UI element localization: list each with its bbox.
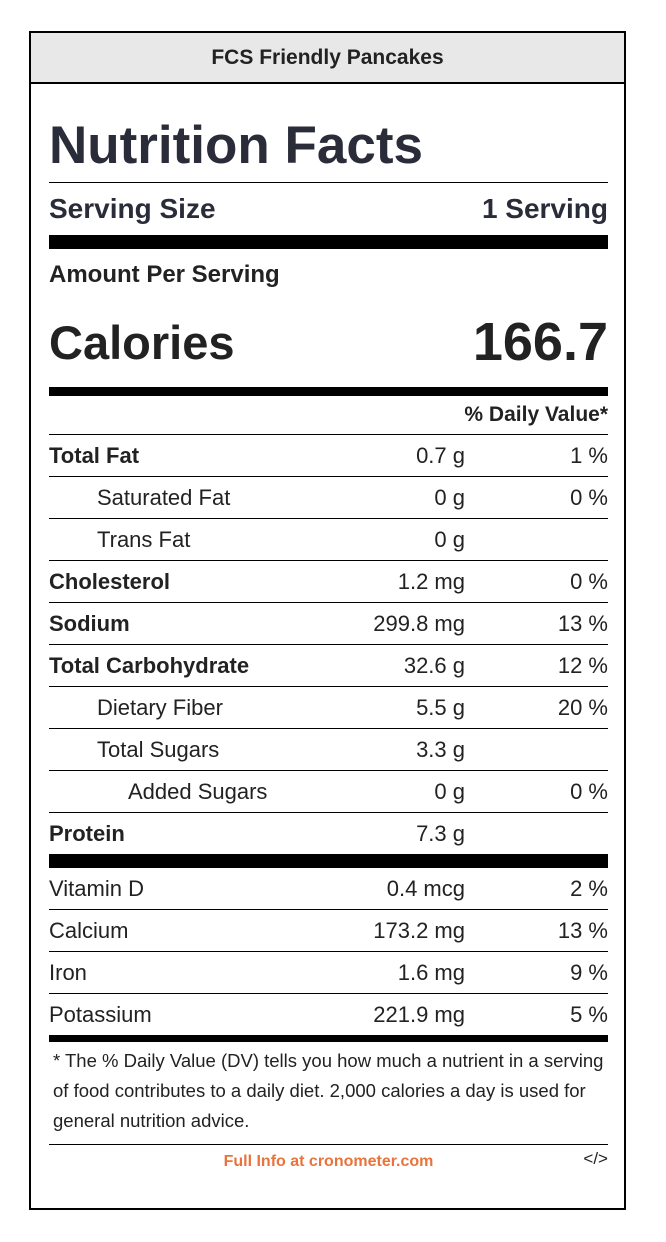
nutrient-amount: 1.2 mg [397, 568, 465, 594]
nutrition-label: FCS Friendly Pancakes Nutrition Facts Se… [29, 31, 626, 1210]
nutrient-amount: 3.3 g [416, 736, 465, 762]
nutrient-row-protein: Protein 7.3 g [49, 812, 608, 854]
nutrient-amount: 5.5 g [416, 694, 465, 720]
nutrient-amount: 1.6 mg [397, 959, 465, 985]
calories-value: 166.7 [472, 312, 608, 372]
nutrient-amount: 221.9 mg [373, 1001, 465, 1027]
nutrient-name: Total Carbohydrate [49, 652, 250, 678]
amount-per-serving: Amount Per Serving [49, 261, 280, 288]
nutrient-amount: 0 g [434, 526, 465, 552]
vitamin-row-calcium: Calcium 173.2 mg 13 % [49, 909, 608, 951]
thick-divider [49, 1035, 608, 1042]
nutrient-daily-value: 5 % [570, 1001, 608, 1027]
daily-value-header: % Daily Value* [464, 403, 608, 426]
nutrient-daily-value: 1 % [570, 442, 608, 468]
nutrient-name: Sodium [49, 610, 130, 636]
nutrient-row-total-fat: Total Fat 0.7 g 1 % [49, 434, 608, 476]
nutrient-row-cholesterol: Cholesterol 1.2 mg 0 % [49, 560, 608, 602]
nutrient-daily-value: 13 % [557, 610, 608, 636]
nutrient-name: Dietary Fiber [97, 694, 223, 720]
nutrient-name: Total Fat [49, 442, 140, 468]
nutrient-amount: 0 g [434, 778, 465, 804]
vitamin-row-iron: Iron 1.6 mg 9 % [49, 951, 608, 993]
serving-size-value: 1 Serving [481, 193, 608, 224]
thick-divider [49, 387, 608, 396]
serving-size-label: Serving Size [49, 193, 216, 224]
nutrient-daily-value: 0 % [570, 778, 608, 804]
nutrient-daily-value: 2 % [570, 875, 608, 901]
nutrient-name: Potassium [49, 1001, 152, 1027]
vitamin-row-vitamin-d: Vitamin D 0.4 mcg 2 % [49, 868, 608, 909]
calories-row: Calories 166.7 [49, 297, 608, 387]
nutrient-name: Cholesterol [49, 568, 171, 594]
nutrient-name: Total Sugars [97, 736, 220, 762]
nutrient-amount: 7.3 g [416, 820, 465, 846]
nutrient-amount: 299.8 mg [373, 610, 465, 636]
label-footer: Full Info at cronometer.com </> [49, 1144, 608, 1185]
nutrient-amount: 32.6 g [403, 652, 465, 678]
calories-label: Calories [49, 315, 235, 369]
nutrient-amount: 173.2 mg [373, 917, 465, 943]
embed-code-icon[interactable]: </> [583, 1149, 608, 1168]
nutrient-name: Protein [49, 820, 125, 846]
daily-value-footnote: * The % Daily Value (DV) tells you how m… [53, 1050, 604, 1131]
nutrition-facts-heading: Nutrition Facts [49, 116, 423, 175]
nutrient-row-total-carbohydrate: Total Carbohydrate 32.6 g 12 % [49, 644, 608, 686]
divider [49, 182, 608, 183]
nutrient-name: Added Sugars [128, 778, 268, 804]
nutrient-amount: 0 g [434, 484, 465, 510]
nutrient-row-added-sugars: Added Sugars 0 g 0 % [49, 770, 608, 812]
nutrient-daily-value: 13 % [557, 917, 608, 943]
vitamin-row-potassium: Potassium 221.9 mg 5 % [49, 993, 608, 1035]
nutrient-daily-value: 0 % [570, 568, 608, 594]
nutrient-daily-value: 20 % [557, 694, 608, 720]
nutrient-row-total-sugars: Total Sugars 3.3 g [49, 728, 608, 770]
nutrient-row-trans-fat: Trans Fat 0 g [49, 518, 608, 560]
nutrient-name: Saturated Fat [97, 484, 231, 510]
nutrient-name: Trans Fat [97, 526, 191, 552]
nutrient-name: Calcium [49, 917, 129, 943]
nutrient-name: Iron [49, 959, 87, 985]
cronometer-link[interactable]: Full Info at cronometer.com [223, 1153, 434, 1170]
thick-divider [49, 235, 608, 249]
serving-size-row: Serving Size 1 Serving [49, 183, 608, 235]
nutrient-row-saturated-fat: Saturated Fat 0 g 0 % [49, 476, 608, 518]
nutrient-amount: 0.7 g [416, 442, 465, 468]
label-body: Nutrition Facts Serving Size 1 Serving A… [31, 110, 624, 1185]
recipe-title: FCS Friendly Pancakes [31, 33, 624, 84]
nutrient-daily-value: 9 % [570, 959, 608, 985]
nutrient-daily-value: 0 % [570, 484, 608, 510]
nutrient-amount: 0.4 mcg [386, 875, 465, 901]
thick-divider [49, 854, 608, 868]
nutrient-row-dietary-fiber: Dietary Fiber 5.5 g 20 % [49, 686, 608, 728]
nutrient-name: Vitamin D [49, 875, 144, 901]
nutrient-row-sodium: Sodium 299.8 mg 13 % [49, 602, 608, 644]
nutrient-daily-value: 12 % [557, 652, 608, 678]
